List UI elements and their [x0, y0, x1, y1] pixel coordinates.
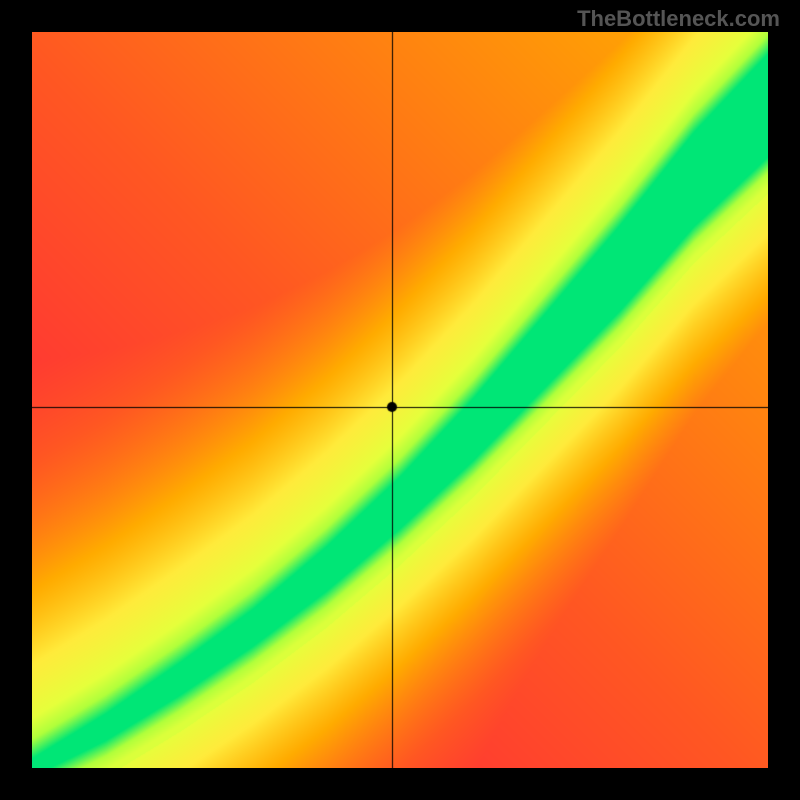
heatmap-canvas [32, 32, 768, 768]
watermark-text: TheBottleneck.com [577, 6, 780, 32]
figure-container: TheBottleneck.com [0, 0, 800, 800]
heatmap-plot [32, 32, 768, 768]
